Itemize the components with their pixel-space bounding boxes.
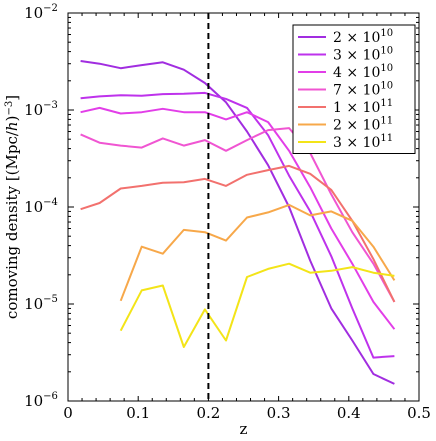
y-axis-label-h: h	[3, 121, 21, 131]
legend-label: 3 × 1010	[333, 46, 393, 64]
legend-label-exp: 10	[380, 81, 393, 92]
y-tick-exp: −3	[43, 100, 58, 111]
legend-label-mantissa: 4 × 10	[333, 65, 380, 81]
x-tick-label: 0.1	[126, 404, 150, 422]
legend-label-exp: 11	[380, 116, 393, 127]
y-axis-label: comoving density [(Mpc/h)−3]	[3, 95, 21, 319]
legend-label-exp: 11	[380, 133, 393, 144]
x-tick-label: 0.4	[337, 404, 361, 422]
y-tick-base: 10	[24, 295, 43, 313]
legend-label-mantissa: 3 × 10	[333, 48, 380, 64]
x-tick-label: 0	[63, 404, 73, 422]
x-tick-label: 0.5	[407, 404, 431, 422]
legend-label: 4 × 1010	[333, 63, 393, 81]
y-axis-label-exp: −3	[4, 101, 15, 116]
y-tick-label: 10−3	[24, 100, 58, 119]
series-line-2	[80, 91, 395, 359]
series-line-7	[119, 262, 395, 348]
series-line-5	[80, 164, 396, 303]
legend-label-mantissa: 2 × 10	[333, 30, 380, 46]
legend-label: 7 × 1010	[333, 81, 393, 99]
y-tick-base: 10	[24, 4, 43, 22]
y-tick-base: 10	[24, 101, 43, 119]
y-tick-label: 10−2	[24, 3, 58, 22]
legend-label: 3 × 1011	[333, 133, 393, 151]
legend-label-mantissa: 3 × 10	[333, 135, 380, 151]
legend-label-mantissa: 2 × 10	[333, 118, 380, 134]
x-tick-label: 0.3	[267, 404, 291, 422]
y-tick-base: 10	[24, 392, 43, 410]
series-line-4	[80, 127, 396, 303]
series-line-1	[80, 60, 395, 385]
legend-label: 1 × 1011	[333, 98, 393, 116]
y-tick-label: 10−6	[24, 391, 58, 410]
legend-label: 2 × 1011	[333, 116, 393, 134]
y-tick-exp: −6	[43, 391, 58, 402]
x-axis-label: z	[240, 420, 248, 436]
series-line-3	[80, 106, 396, 330]
legend-label-exp: 11	[380, 98, 393, 109]
legend-label: 2 × 1010	[333, 28, 393, 46]
series-group	[80, 60, 396, 385]
legend-label-mantissa: 7 × 10	[333, 83, 380, 99]
y-axis-label-close: )	[3, 116, 21, 122]
y-tick-exp: −5	[43, 294, 58, 305]
legend-label-exp: 10	[380, 63, 393, 74]
y-tick-label: 10−5	[24, 294, 58, 313]
y-tick-label: 10−4	[24, 197, 58, 216]
axis-ticks: 0 0.1 0.2 0.3 0.4 0.510−210−310−410−510−6	[24, 3, 431, 422]
series-line-6	[119, 203, 396, 302]
y-tick-exp: −4	[43, 197, 58, 208]
legend-label-mantissa: 1 × 10	[333, 100, 380, 116]
y-axis-label-main: comoving density [(Mpc/	[3, 130, 21, 319]
legend-label-exp: 10	[380, 46, 393, 57]
y-tick-exp: −2	[43, 3, 58, 14]
y-axis-label-end: ]	[3, 95, 21, 101]
y-tick-base: 10	[24, 198, 43, 216]
legend-label-exp: 10	[380, 28, 393, 39]
x-tick-label: 0.2	[196, 404, 220, 422]
